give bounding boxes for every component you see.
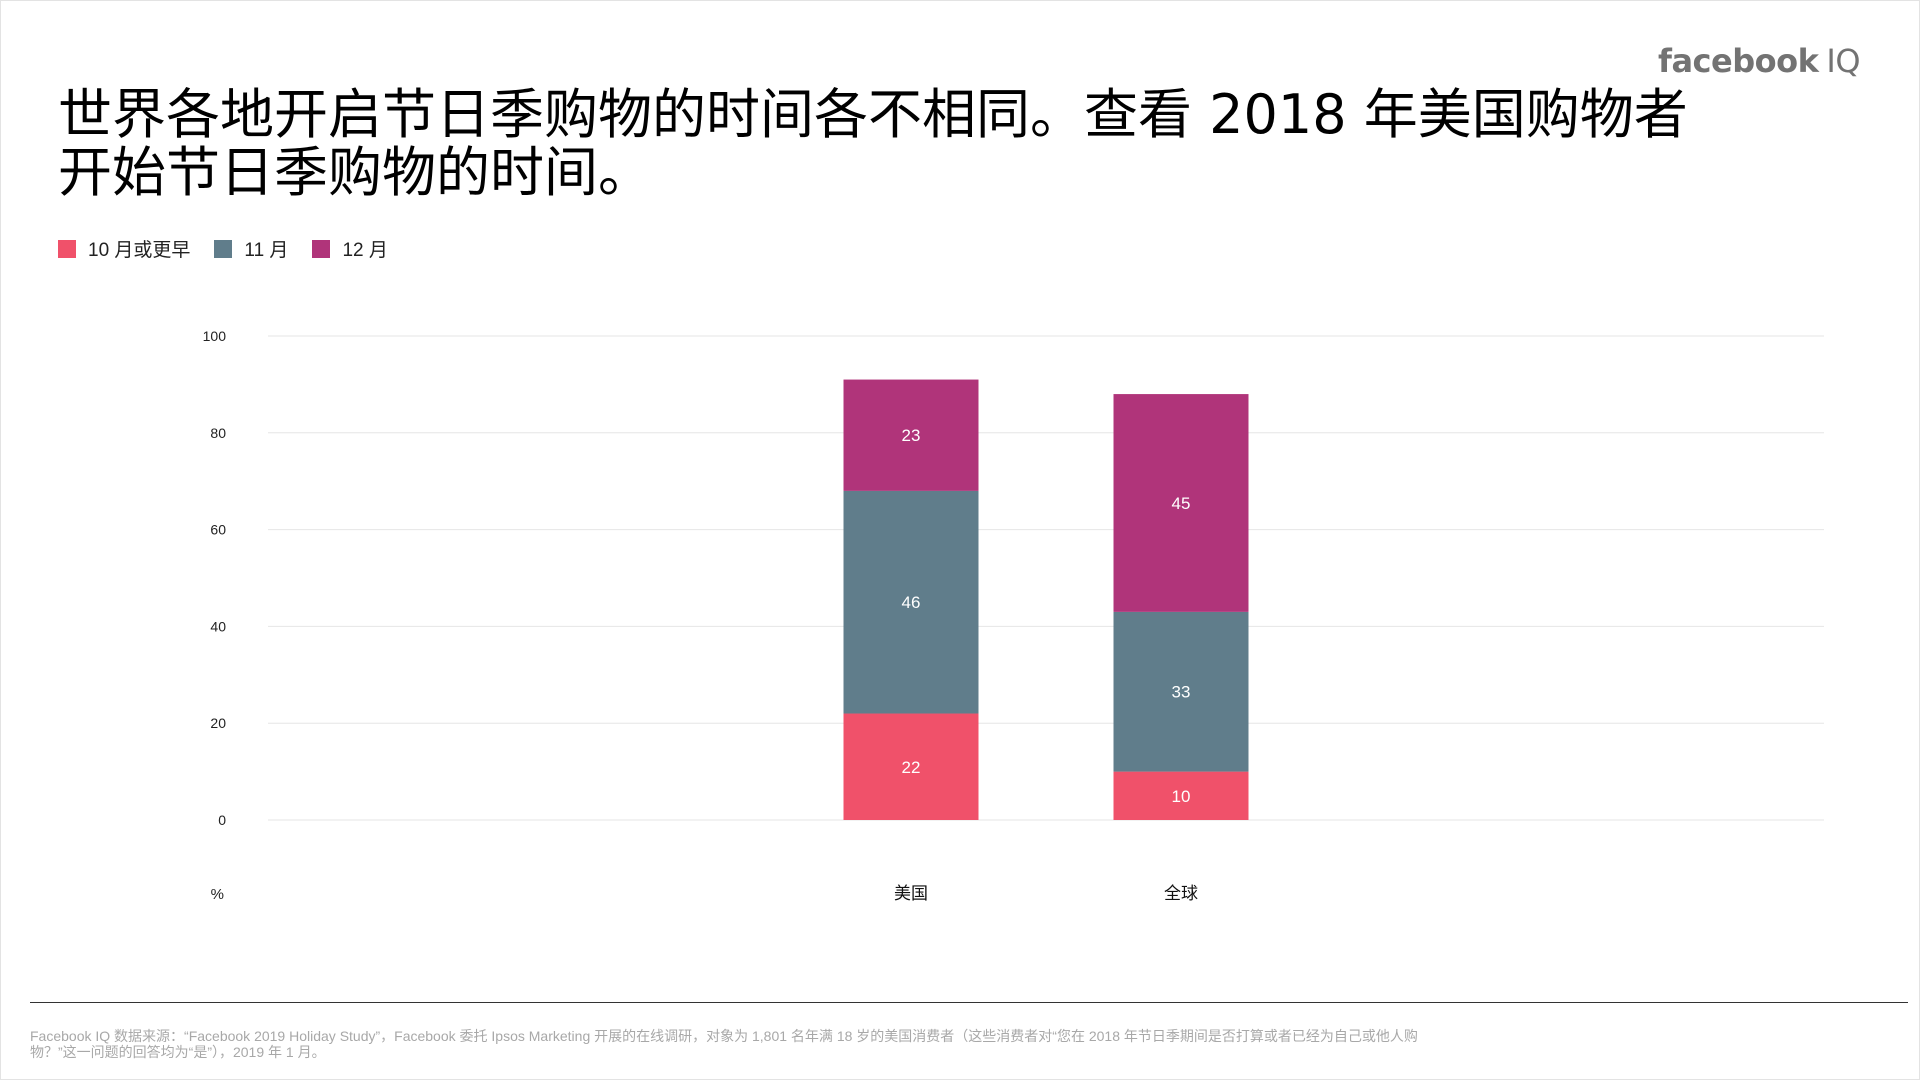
y-axis-unit-label: % (211, 886, 224, 903)
bar-segment (1113, 771, 1249, 820)
legend-item-november: 11 月 (214, 235, 288, 262)
data-label: 23 (902, 426, 921, 445)
stacked-bar-chart: 0 20 40 60 80 100% 22 46 23 美国 10 33 45 全球 (203, 328, 1824, 904)
data-label: 46 (902, 593, 921, 612)
bar-segment (843, 490, 979, 714)
y-tick-label: 0 (218, 812, 226, 828)
y-tick-label: 20 (210, 715, 226, 731)
legend-label: 10 月或更早 (88, 240, 191, 261)
y-tick-label: 100 (203, 328, 227, 344)
chart-legend: 10 月或更早 11 月 12 月 (58, 235, 412, 262)
y-tick-label: 60 (210, 522, 226, 538)
bar-segment (843, 713, 979, 820)
legend-label: 11 月 (244, 240, 289, 261)
chart-title: 世界各地开启节日季购物的时间各不相同。查看 2018 年美国购物者开始节日季购物… (58, 83, 1688, 204)
legend-item-december: 12 月 (312, 235, 388, 262)
data-label: 10 (1172, 787, 1191, 806)
legend-swatch (58, 239, 76, 258)
logo-suffix: IQ (1826, 42, 1860, 80)
legend-swatch (312, 239, 331, 258)
legend-label: 12 月 (342, 240, 388, 261)
facebook-iq-logo: facebook IQ (1658, 42, 1860, 80)
y-tick-label: 80 (210, 425, 226, 441)
y-tick-label: 40 (210, 618, 226, 634)
data-label: 45 (1172, 494, 1191, 513)
source-footnote: Facebook IQ 数据来源：“Facebook 2019 Holiday … (30, 1028, 1418, 1060)
bar-segment (1113, 611, 1249, 772)
x-category-label: 全球 (1164, 884, 1198, 904)
bar-segment (1113, 394, 1249, 612)
footer-divider (30, 1002, 1908, 1003)
legend-swatch (214, 239, 233, 258)
data-label: 22 (902, 758, 921, 777)
legend-item-october-or-earlier: 10 月或更早 (58, 235, 190, 262)
logo-wordmark: facebook (1658, 42, 1819, 80)
x-category-label: 美国 (894, 884, 928, 904)
bar-segment (843, 379, 979, 491)
data-label: 33 (1172, 683, 1191, 702)
